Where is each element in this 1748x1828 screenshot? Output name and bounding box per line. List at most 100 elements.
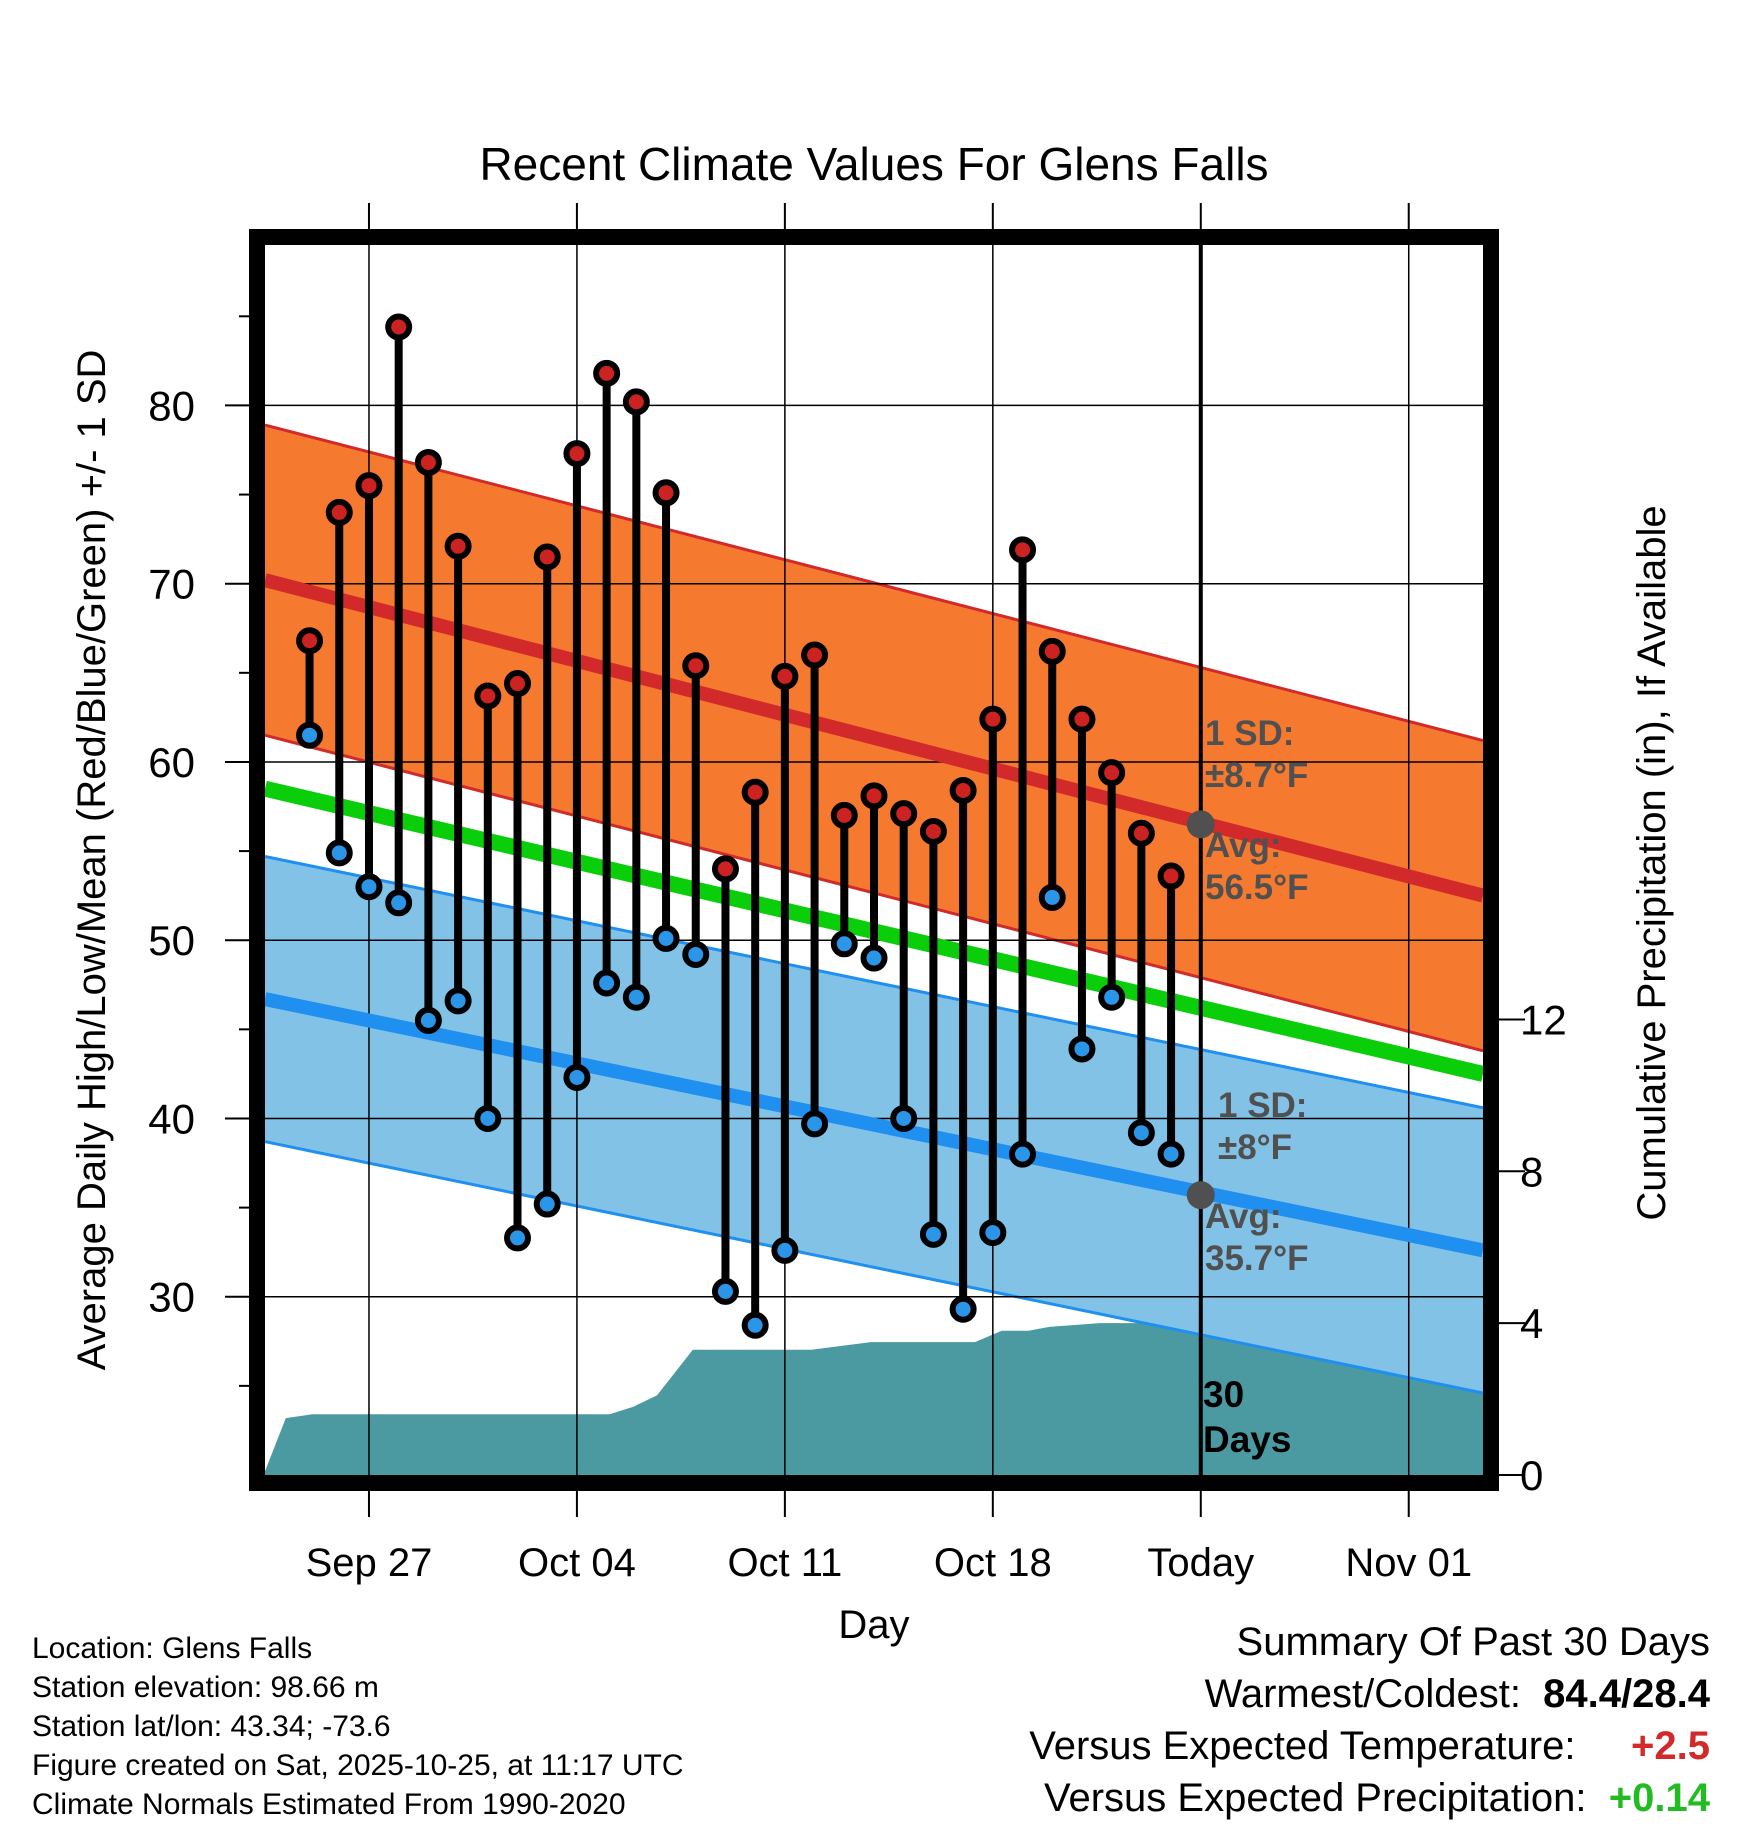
daily-high-point <box>919 817 947 845</box>
y-tick-label: 80 <box>148 382 195 429</box>
daily-low-point <box>533 1190 561 1218</box>
daily-high-point <box>711 855 739 883</box>
daily-low-point <box>1127 1119 1155 1147</box>
low-avg-value: 35.7°F <box>1205 1239 1309 1278</box>
normal-high-line <box>265 573 1483 903</box>
daily-low-point <box>1068 1035 1096 1063</box>
daily-high-point <box>474 682 502 710</box>
low-sd-value: ±8°F <box>1218 1128 1292 1167</box>
precip-area <box>265 1323 1483 1475</box>
y-right-tick-label: 12 <box>1520 996 1567 1043</box>
plot-area <box>265 245 1483 1475</box>
daily-low-point <box>325 839 353 867</box>
period-number-label: 30 <box>1203 1374 1244 1415</box>
info-created: Figure created on Sat, 2025-10-25, at 11… <box>32 1749 684 1782</box>
daily-low-point <box>1157 1140 1185 1168</box>
daily-high-point <box>1127 819 1155 847</box>
y-right-tick-label: 8 <box>1520 1148 1543 1195</box>
low-sd-label: 1 SD: <box>1218 1086 1307 1125</box>
daily-low-point <box>385 889 413 917</box>
info-normals: Climate Normals Estimated From 1990-2020 <box>32 1788 626 1821</box>
summary-temp-label: Versus Expected Temperature: <box>1029 1724 1576 1768</box>
y-tick-label: 70 <box>148 561 195 608</box>
summary-precip-label: Versus Expected Precipitation: <box>1044 1776 1587 1820</box>
plot-frame <box>249 229 1499 1491</box>
daily-high-point <box>1157 862 1185 890</box>
low-avg-label: Avg: <box>1205 1197 1281 1236</box>
daily-low-point <box>593 969 621 997</box>
x-tick-label: Oct 11 <box>727 1541 842 1585</box>
daily-low-point <box>830 930 858 958</box>
daily-high-point <box>979 705 1007 733</box>
daily-high-point <box>296 627 324 655</box>
daily-high-point <box>414 448 442 476</box>
daily-high-point <box>444 532 472 560</box>
daily-low-point <box>801 1110 829 1138</box>
daily-low-point <box>890 1104 918 1132</box>
y-tick-label: 30 <box>148 1274 195 1321</box>
daily-low-point <box>296 721 324 749</box>
y-right-axis-label: Cumulative Precipitation (in), If Availa… <box>1630 505 1674 1220</box>
daily-high-point <box>830 801 858 829</box>
daily-low-point <box>1038 883 1066 911</box>
daily-low-point <box>444 987 472 1015</box>
daily-low-point <box>860 944 888 972</box>
daily-low-point <box>474 1104 502 1132</box>
daily-low-point <box>414 1006 442 1034</box>
daily-high-point <box>1009 536 1037 564</box>
summary-warm-cold-label: Warmest/Coldest: <box>1204 1672 1521 1716</box>
high-sd-label: 1 SD: <box>1205 714 1294 753</box>
y-tick-label: 50 <box>148 917 195 964</box>
info-elevation: Station elevation: 98.66 m <box>32 1671 379 1704</box>
low-sd-band-lower-edge <box>265 1140 1483 1395</box>
daily-high-point <box>771 662 799 690</box>
daily-low-point <box>919 1220 947 1248</box>
daily-high-point <box>682 652 710 680</box>
x-tick-label: Nov 01 <box>1345 1541 1472 1585</box>
today-low-avg-point <box>1186 1181 1215 1210</box>
daily-low-point <box>355 873 383 901</box>
daily-low-point <box>979 1219 1007 1247</box>
info-latlon: Station lat/lon: 43.34; -73.6 <box>32 1710 391 1743</box>
high-avg-label: Avg: <box>1205 826 1281 865</box>
period-unit-label: Days <box>1203 1419 1291 1460</box>
y-axis-label: Average Daily High/Low/Mean (Red/Blue/Gr… <box>70 350 114 1371</box>
daily-low-point <box>741 1311 769 1339</box>
daily-high-point <box>504 670 532 698</box>
summary-title: Summary Of Past 30 Days <box>1236 1620 1710 1664</box>
daily-low-point <box>1009 1140 1037 1168</box>
daily-high-point <box>1038 637 1066 665</box>
summary-precip-value: +0.14 <box>1608 1776 1710 1820</box>
summary-warm-cold-value: 84.4/28.4 <box>1543 1672 1710 1716</box>
normal-low-line <box>265 992 1483 1258</box>
daily-low-point <box>771 1236 799 1264</box>
daily-low-point <box>711 1277 739 1305</box>
daily-high-point <box>593 359 621 387</box>
summary-warm-cold: Warmest/Coldest: 84.4/28.4 <box>1205 1672 1710 1717</box>
today-high-avg-point <box>1186 810 1215 839</box>
daily-high-point <box>890 800 918 828</box>
daily-low-point <box>504 1224 532 1252</box>
y-right-tick-label: 0 <box>1520 1452 1543 1499</box>
summary-precipitation: Versus Expected Precipitation: +0.14 <box>1044 1776 1710 1821</box>
summary-temp-value: +2.5 <box>1631 1724 1710 1768</box>
high-sd-value: ±8.7°F <box>1205 756 1308 795</box>
x-axis-label: Day <box>838 1603 909 1647</box>
daily-low-point <box>682 940 710 968</box>
high-avg-value: 56.5°F <box>1205 868 1309 907</box>
x-tick-label: Sep 27 <box>306 1541 433 1585</box>
summary-temperature: Versus Expected Temperature: +2.5 <box>1029 1724 1710 1769</box>
daily-high-point <box>1068 705 1096 733</box>
daily-high-point <box>801 641 829 669</box>
daily-high-point <box>325 498 353 526</box>
daily-high-point <box>949 776 977 804</box>
daily-high-point <box>741 778 769 806</box>
info-location: Location: Glens Falls <box>32 1632 313 1665</box>
daily-high-point <box>355 472 383 500</box>
y-right-tick-label: 4 <box>1520 1300 1543 1347</box>
daily-low-point <box>622 983 650 1011</box>
daily-high-point <box>1098 759 1126 787</box>
daily-high-point <box>652 479 680 507</box>
x-tick-label: Today <box>1147 1541 1254 1585</box>
